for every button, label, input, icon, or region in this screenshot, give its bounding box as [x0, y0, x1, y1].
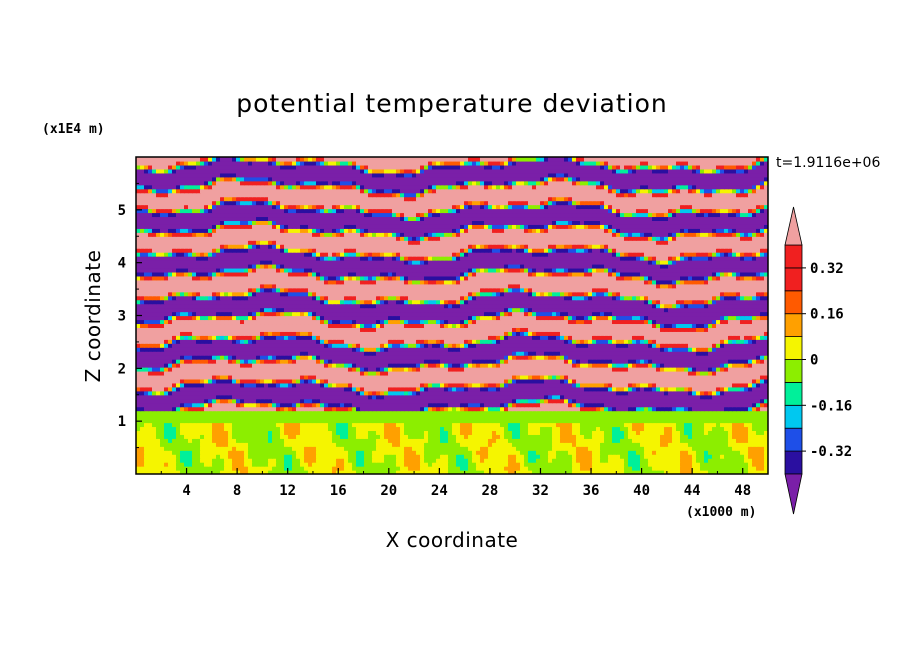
- x-tick-label: 8: [233, 483, 241, 499]
- chart-title: potential temperature deviation: [236, 89, 667, 118]
- contour-field: [136, 157, 768, 474]
- x-tick-label: 20: [380, 483, 397, 499]
- x-tick-label: 44: [684, 483, 701, 499]
- colorbar-label: -0.16: [810, 398, 852, 414]
- y-tick-label: 5: [118, 203, 126, 219]
- colorbar-segment: [784, 427, 803, 452]
- x-tick-label: 12: [279, 483, 296, 499]
- x-axis-unit: (x1000 m): [686, 505, 756, 520]
- colorbar-segment: [784, 313, 803, 338]
- colorbar-segment: [784, 336, 803, 360]
- x-tick-label: 16: [330, 483, 347, 499]
- x-tick-label: 28: [481, 483, 498, 499]
- colorbar-segment: [784, 267, 803, 292]
- colorbar-segment: [784, 244, 803, 269]
- colorbar-label: -0.32: [810, 444, 852, 460]
- y-axis-title: Z coordinate: [81, 250, 105, 383]
- x-tick-label: 48: [734, 483, 751, 499]
- colorbar-label: 0: [810, 353, 818, 369]
- x-tick-label: 24: [431, 483, 448, 499]
- y-axis: 1 2 3 4 5: [118, 182, 142, 449]
- x-axis-title: X coordinate: [386, 528, 519, 552]
- y-tick-label: 3: [118, 309, 126, 325]
- x-tick-label: 32: [532, 483, 549, 499]
- colorbar-max-arrow: [784, 206, 803, 246]
- colorbar-min-arrow: [784, 473, 803, 515]
- colorbar-label: 0.16: [810, 307, 844, 323]
- colorbar-segment: [784, 359, 803, 383]
- colorbar-segment: [784, 450, 803, 475]
- colorbar-segment: [784, 381, 803, 406]
- time-label: t=1.9116e+06: [776, 155, 880, 171]
- colorbar-label: 0.32: [810, 261, 844, 277]
- x-tick-label: 40: [633, 483, 650, 499]
- colorbar: 0.32 0.16 0 -0.16 -0.32: [784, 206, 852, 515]
- x-axis: 4 8 12 16 20 24 28 32 36 40 44 48: [160, 468, 751, 499]
- y-tick-label: 2: [118, 361, 126, 377]
- x-tick-label: 36: [583, 483, 600, 499]
- y-axis-unit: (x1E4 m): [42, 122, 105, 137]
- colorbar-segment: [784, 290, 803, 315]
- colorbar-segment: [784, 404, 803, 429]
- y-tick-label: 1: [118, 414, 126, 430]
- y-tick-label: 4: [118, 256, 126, 272]
- x-tick-label: 4: [182, 483, 190, 499]
